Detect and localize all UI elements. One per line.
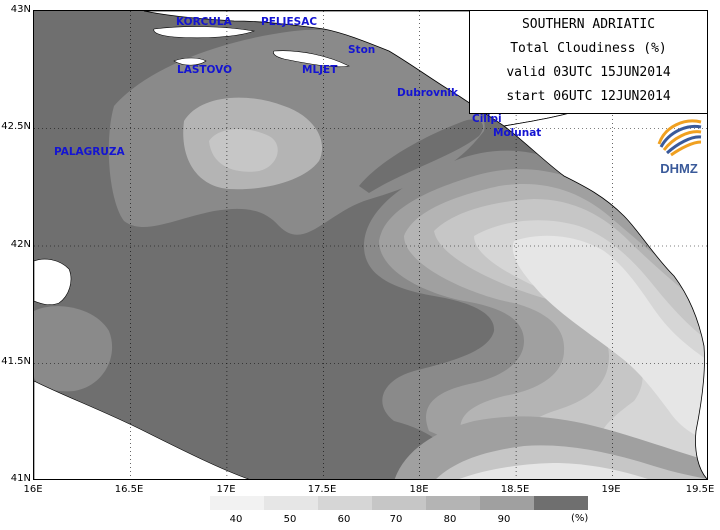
legend-box-90-plus [534, 496, 588, 510]
land-italy-puglia [34, 380, 250, 479]
legend-box-40-50 [264, 496, 318, 510]
legend-box-80-90 [480, 496, 534, 510]
dhmz-logo: DHMZ [651, 114, 707, 176]
cloud-field-dark-tongue [359, 119, 484, 193]
lon-tick-17: 17E [216, 484, 236, 495]
cloud-field-30-east [512, 235, 707, 441]
lat-tick-43: 43N [10, 4, 31, 15]
island-korcula [153, 26, 256, 39]
place-korcula: KORCULA [176, 16, 232, 28]
legend-box-70-80 [426, 496, 480, 510]
lat-tick-42-5: 42.5N [1, 121, 31, 132]
legend-box-30-40 [210, 496, 264, 510]
place-mljet: MLJET [302, 64, 338, 76]
dhmz-swirl-logo-icon [657, 119, 702, 157]
place-ston: Ston [348, 44, 376, 56]
legend-label-60: 60 [337, 514, 351, 525]
place-lastovo: LASTOVO [177, 64, 233, 76]
title-region: SOUTHERN ADRIATIC [521, 17, 656, 32]
place-molunat: Molunat [493, 127, 542, 139]
island-mljet [273, 50, 350, 68]
title-box: SOUTHERN ADRIATIC Total Cloudiness (%) v… [469, 10, 708, 114]
lat-tick-41-5: 41.5N [1, 356, 31, 367]
legend-label-70: 70 [389, 514, 403, 525]
lon-tick-16-5: 16.5E [114, 484, 144, 495]
lat-tick-42: 42N [10, 239, 31, 250]
cloud-field-60-north [209, 129, 278, 172]
legend-label-80: 80 [443, 514, 457, 525]
lon-tick-18: 18E [409, 484, 429, 495]
lon-tick-18-5: 18.5E [500, 484, 530, 495]
place-dubrovnik: Dubrovnik [397, 87, 459, 99]
land-italy-gargano [34, 258, 72, 305]
cloud-field-south-light [459, 463, 648, 479]
legend-label-90: 90 [497, 514, 511, 525]
island-lastovo [173, 57, 207, 66]
lon-tick-19: 19E [601, 484, 621, 495]
title-start: start 06UTC 12JUN2014 [506, 89, 671, 104]
legend-label-40: 40 [229, 514, 243, 525]
lon-tick-19-5: 19.5E [685, 484, 715, 495]
lon-tick-16: 16E [23, 484, 43, 495]
lat-tick-41: 41N [10, 473, 31, 484]
cloud-field-80-west [34, 306, 113, 392]
place-cilipi: Cilipi [472, 113, 502, 125]
lon-tick-17-5: 17.5E [307, 484, 337, 495]
grid-lines [34, 11, 707, 479]
legend-box-60-70 [372, 496, 426, 510]
dhmz-logo-text: DHMZ [660, 161, 698, 176]
title-valid: valid 03UTC 15JUN2014 [506, 65, 671, 80]
place-peljesac: PELJESAC [261, 16, 318, 28]
cloud-field-40-east [474, 220, 707, 479]
place-palagruza: PALAGRUZA [54, 146, 125, 158]
title-variable: Total Cloudiness (%) [510, 41, 667, 56]
legend-box-50-60 [318, 496, 372, 510]
legend-unit: (%) [571, 513, 589, 524]
cloudiness-map [34, 11, 707, 479]
legend-label-50: 50 [283, 514, 297, 525]
